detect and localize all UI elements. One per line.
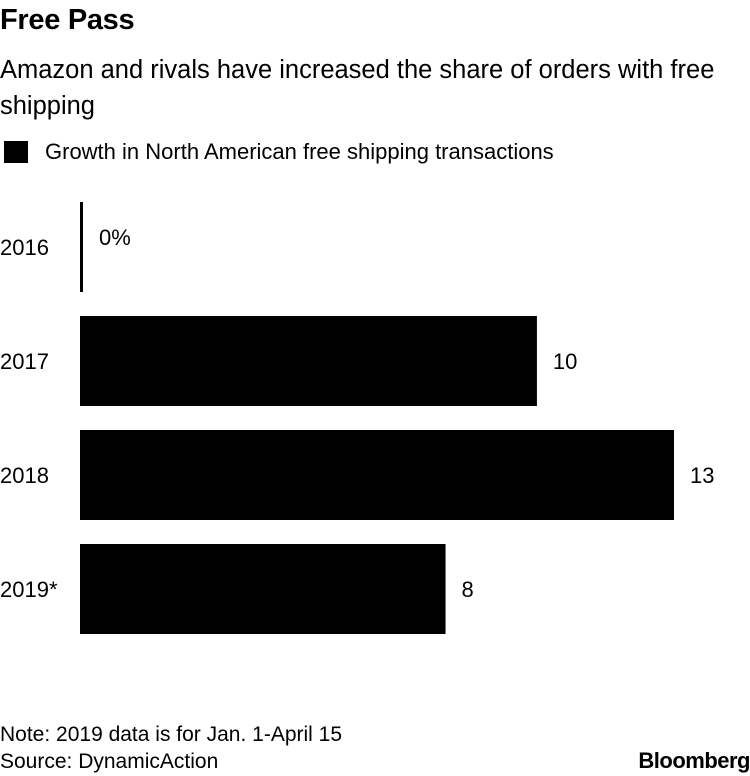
chart-title: Free Pass: [0, 4, 135, 36]
bar-2016: [80, 202, 83, 292]
value-label-2016: 0%: [99, 225, 131, 250]
footnote: Note: 2019 data is for Jan. 1-April 15: [0, 723, 343, 746]
category-label-2018: 2018: [0, 463, 49, 488]
chart-subtitle: Amazon and rivals have increased the sha…: [0, 56, 715, 120]
source-note: Source: DynamicAction: [0, 750, 219, 773]
category-label-2019: 2019*: [0, 577, 58, 602]
category-label-2016: 2016: [0, 235, 49, 260]
value-label-2018: 13: [690, 463, 714, 488]
value-label-2019: 8: [462, 577, 474, 602]
footer-notes: Note: 2019 data is for Jan. 1-April 15 S…: [0, 721, 342, 775]
legend-swatch: [4, 141, 28, 163]
category-label-2017: 2017: [0, 349, 49, 374]
legend: Growth in North American free shipping t…: [4, 137, 554, 167]
bar-2018: [80, 430, 674, 520]
value-label-2017: 10: [553, 349, 577, 374]
bar-chart: 2016 0% 2017 10 2018 13 2019* 8: [0, 202, 714, 634]
bloomberg-logo: Bloomberg: [638, 748, 750, 773]
bar-2019: [80, 544, 446, 634]
bar-2017: [80, 316, 537, 406]
legend-label: Growth in North American free shipping t…: [45, 139, 554, 164]
